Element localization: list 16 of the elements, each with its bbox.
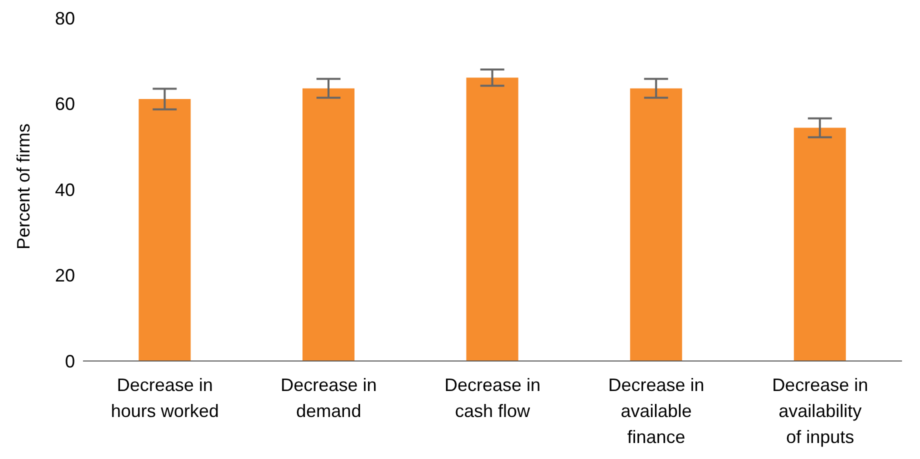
y-tick-label: 80 (54, 8, 75, 28)
x-tick-label: Decrease in demand (280, 375, 377, 421)
bar (794, 128, 846, 361)
y-tick-label: 0 (64, 351, 75, 372)
y-tick-label: 60 (54, 94, 75, 114)
x-tick-label: Decrease in availability of inputs (772, 375, 868, 447)
x-tick-label: Decrease in available finance (608, 375, 704, 447)
bar (466, 78, 518, 361)
x-tick-label: Decrease in cash flow (444, 375, 541, 421)
bar (302, 88, 354, 361)
bar (630, 88, 682, 361)
x-tick-label: Decrease in hours worked (110, 375, 219, 421)
y-tick-label: 40 (54, 180, 75, 200)
bar (138, 99, 191, 361)
y-tick-label: 20 (54, 266, 75, 286)
y-axis-title: Percent of firms (13, 123, 34, 250)
